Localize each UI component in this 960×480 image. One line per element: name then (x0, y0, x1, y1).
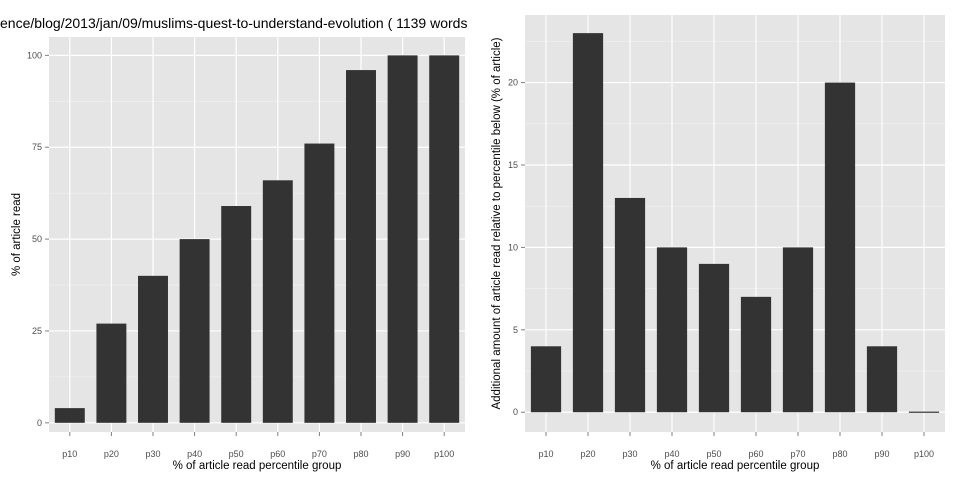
bar-p60 (262, 180, 293, 423)
x-tick-label: p20 (580, 449, 595, 459)
x-tick-label: p20 (104, 449, 119, 459)
bar-p40 (179, 239, 210, 423)
y-tick-label: 25 (32, 326, 42, 336)
x-tick-label: p70 (312, 449, 327, 459)
bar-p100 (908, 411, 940, 413)
bar-p30 (614, 197, 646, 413)
y-tick-label: 20 (508, 78, 518, 88)
y-tick-label: 5 (513, 325, 518, 335)
x-axis-label: % of article read percentile group (173, 460, 342, 472)
y-tick-label: 10 (508, 242, 518, 252)
y-tick-label: 15 (508, 160, 518, 170)
x-tick-label: p40 (187, 449, 202, 459)
chart-left: 0 25 50 75 100 p10 p20 p30 p40 p50 p60 p70 p80 p90 p10… (0, 15, 467, 472)
x-tick-label: p100 (434, 449, 454, 459)
y-tick-label: 0 (37, 418, 42, 428)
bar-p20 (96, 323, 127, 423)
x-tick-label: p60 (748, 449, 763, 459)
y-tick-label: 100 (27, 50, 42, 60)
x-tick-label: p100 (914, 449, 934, 459)
y-tick-label: 50 (32, 234, 42, 244)
x-tick-label: p50 (706, 449, 721, 459)
bar-p10 (530, 346, 562, 413)
x-axis-label: % of article read percentile group (651, 460, 820, 472)
chart-title: ence/blog/2013/jan/09/muslims-quest-to-u… (0, 15, 467, 31)
y-tick-label: 0 (513, 407, 518, 417)
bar-p50 (221, 206, 252, 423)
x-tick-label: p30 (145, 449, 160, 459)
x-tick-label: p70 (790, 449, 805, 459)
x-tick-label: p10 (62, 449, 77, 459)
x-tick-label: p90 (395, 449, 410, 459)
y-axis-label: Additional amount of article read relati… (491, 37, 503, 409)
x-tick-label: p40 (664, 449, 679, 459)
chart-right: 0 5 10 15 20 p10 p20 p30 p40 p50 p60 p70 p80 p90 p100%… (491, 15, 945, 472)
bar-p90 (387, 55, 418, 423)
bar-p70 (782, 247, 814, 413)
bar-p100 (429, 55, 460, 423)
x-tick-label: p80 (353, 449, 368, 459)
bar-p20 (572, 33, 604, 413)
bar-p80 (346, 70, 376, 423)
bar-p70 (304, 143, 335, 423)
x-tick-label: p80 (832, 449, 847, 459)
y-tick-label: 75 (32, 142, 42, 152)
bar-p30 (138, 275, 168, 423)
x-tick-label: p10 (538, 449, 553, 459)
x-tick-label: p30 (622, 449, 637, 459)
bar-p50 (698, 263, 730, 413)
y-axis-label: % of article read (11, 193, 23, 276)
x-tick-label: p90 (874, 449, 889, 459)
x-tick-label: p50 (229, 449, 244, 459)
bar-p80 (824, 82, 856, 413)
bar-p90 (866, 346, 898, 413)
bar-p60 (740, 296, 772, 413)
bar-p40 (656, 247, 688, 413)
x-tick-label: p60 (270, 449, 285, 459)
bar-p10 (54, 408, 85, 423)
